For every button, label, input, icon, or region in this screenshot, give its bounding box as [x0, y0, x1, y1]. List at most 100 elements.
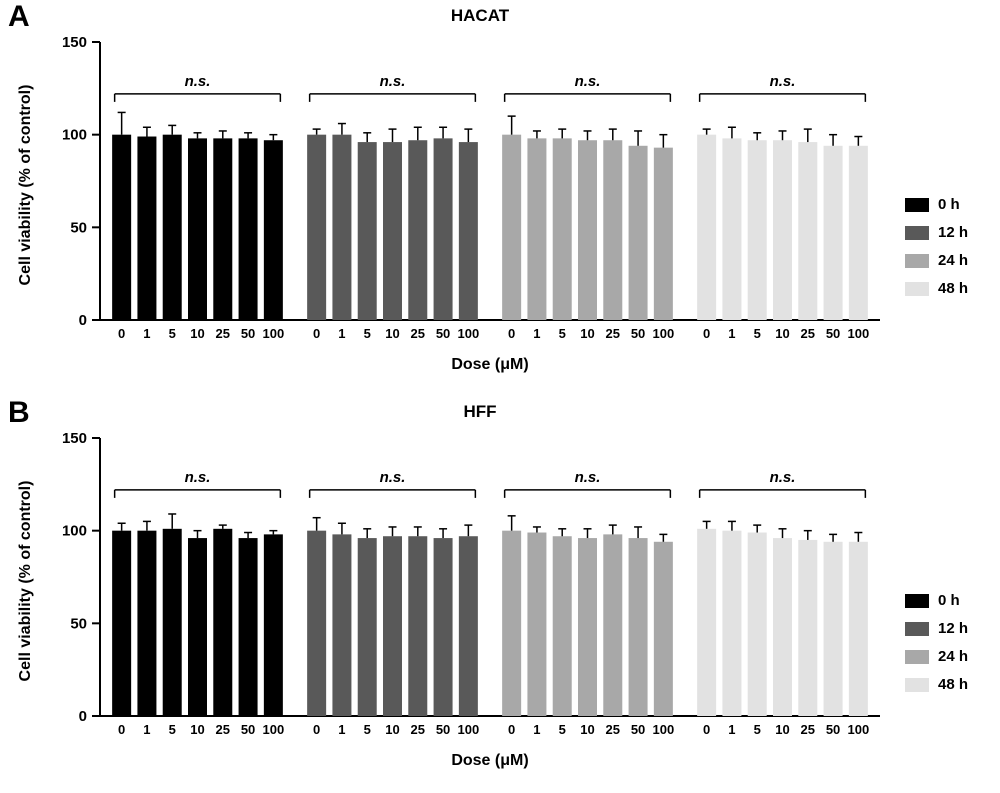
x-tick-label: 5	[754, 326, 761, 341]
chart-title: HFF	[463, 402, 497, 421]
bar	[137, 136, 157, 320]
x-tick-label: 100	[458, 722, 480, 737]
x-tick-label: 1	[143, 722, 150, 737]
bar	[653, 147, 673, 320]
bar	[747, 140, 767, 320]
panel-letter: B	[8, 396, 30, 429]
bar	[112, 530, 132, 716]
x-axis-label: Dose (μM)	[451, 356, 529, 373]
legend-swatch	[905, 253, 929, 268]
x-tick-label: 100	[653, 722, 675, 737]
bar	[722, 530, 742, 716]
legend-swatch	[905, 677, 929, 692]
x-tick-label: 5	[169, 326, 176, 341]
x-tick-label: 50	[826, 722, 840, 737]
x-tick-label: 100	[653, 326, 675, 341]
legend-swatch	[905, 281, 929, 296]
x-tick-label: 50	[436, 326, 450, 341]
x-tick-label: 5	[169, 722, 176, 737]
legend-swatch	[905, 621, 929, 636]
x-tick-label: 0	[313, 326, 320, 341]
legend-item: 48 h	[905, 676, 968, 693]
x-tick-label: 1	[338, 722, 345, 737]
x-tick-label: 50	[241, 326, 255, 341]
x-axis-label: Dose (μM)	[451, 752, 529, 769]
ns-annotation: n.s.	[380, 73, 406, 90]
bar	[408, 140, 428, 320]
bar	[798, 142, 818, 320]
x-tick-label: 25	[801, 722, 815, 737]
legend-swatch	[905, 593, 929, 608]
bar	[823, 541, 843, 716]
x-tick-label: 100	[848, 722, 870, 737]
bar	[137, 530, 157, 716]
bar	[697, 134, 717, 320]
x-tick-label: 1	[338, 326, 345, 341]
bar	[383, 142, 402, 320]
bar	[552, 138, 572, 320]
x-tick-label: 0	[703, 326, 710, 341]
bar	[458, 536, 478, 716]
y-tick-label: 150	[62, 34, 87, 51]
y-tick-label: 150	[62, 430, 87, 447]
bar	[263, 140, 283, 320]
panel-b: B HFF Cell viability (% of control) 0 50 1…	[0, 396, 1000, 792]
bar	[238, 538, 258, 716]
legend: 0 h 12 h 24 h 48 h	[905, 196, 968, 297]
bar	[603, 140, 623, 320]
bar	[578, 140, 597, 320]
ns-annotation: n.s.	[770, 73, 796, 90]
x-tick-label: 10	[385, 722, 399, 737]
x-tick-label: 0	[703, 722, 710, 737]
legend-item: 24 h	[905, 648, 968, 665]
legend-label: 48 h	[938, 676, 969, 693]
x-tick-label: 25	[411, 722, 425, 737]
bar	[357, 142, 377, 320]
bar	[383, 536, 402, 716]
x-tick-label: 10	[775, 722, 789, 737]
bar	[433, 138, 453, 320]
bar	[238, 138, 258, 320]
bar	[332, 134, 352, 320]
bar	[307, 530, 327, 716]
x-tick-label: 10	[775, 326, 789, 341]
bar	[628, 538, 648, 716]
bar	[697, 528, 717, 716]
x-tick-label: 5	[559, 722, 566, 737]
bar	[357, 538, 377, 716]
bar	[773, 140, 792, 320]
bar	[162, 134, 182, 320]
panel-letter: A	[8, 0, 30, 33]
x-tick-label: 5	[364, 722, 371, 737]
legend-swatch	[905, 197, 929, 212]
x-tick-label: 1	[533, 722, 540, 737]
bar	[502, 530, 522, 716]
legend-item: 24 h	[905, 252, 968, 269]
bar	[213, 528, 233, 716]
y-tick-label: 50	[70, 615, 87, 632]
x-tick-label: 0	[118, 722, 125, 737]
legend-label: 48 h	[938, 280, 969, 297]
ns-annotation: n.s.	[185, 469, 211, 486]
x-tick-label: 100	[263, 722, 285, 737]
ns-annotation: n.s.	[380, 469, 406, 486]
bar	[433, 538, 453, 716]
x-tick-label: 25	[606, 722, 620, 737]
legend-swatch	[905, 649, 929, 664]
x-tick-label: 50	[436, 722, 450, 737]
x-tick-label: 10	[190, 722, 204, 737]
bar	[722, 138, 742, 320]
bar	[263, 534, 283, 716]
x-tick-label: 1	[728, 722, 735, 737]
bar	[527, 138, 547, 320]
legend-label: 12 h	[938, 224, 969, 241]
x-tick-label: 25	[801, 326, 815, 341]
y-tick-label: 100	[62, 523, 87, 540]
chart-title: HACAT	[450, 6, 510, 25]
x-tick-label: 25	[606, 326, 620, 341]
ns-annotation: n.s.	[575, 73, 601, 90]
x-tick-label: 50	[631, 722, 645, 737]
ns-annotation: n.s.	[770, 469, 796, 486]
x-tick-label: 0	[118, 326, 125, 341]
